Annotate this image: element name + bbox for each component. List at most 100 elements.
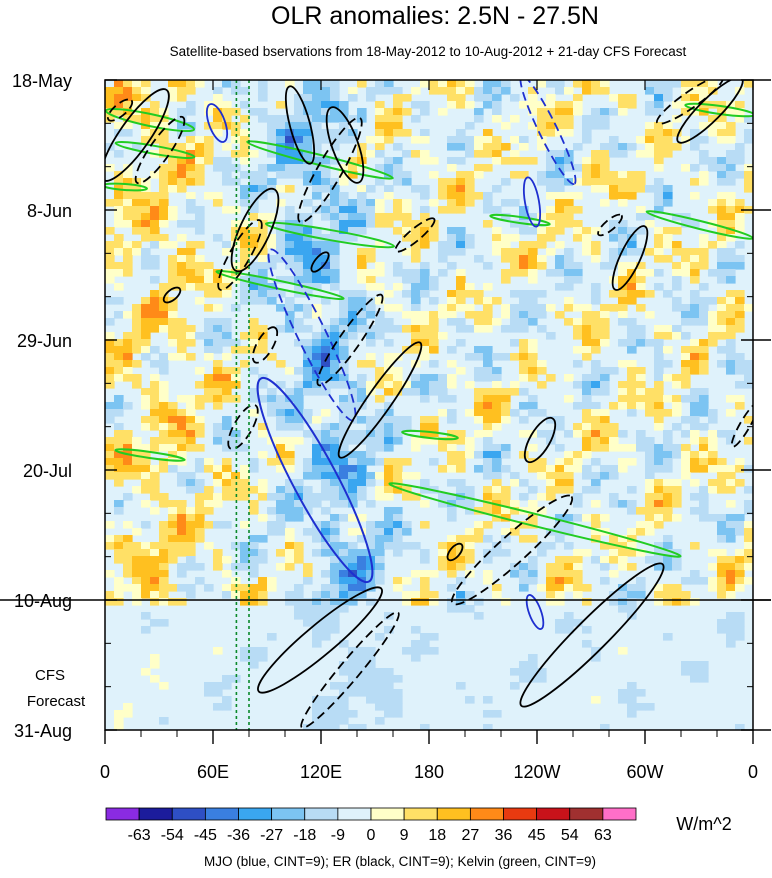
anomaly-cell [672,283,682,291]
anomaly-cell [735,528,745,536]
anomaly-cell [303,304,313,312]
anomaly-cell [384,542,394,550]
anomaly-cell [132,101,142,109]
anomaly-cell [285,185,295,193]
anomaly-cell [366,521,376,529]
anomaly-cell [375,570,385,578]
anomaly-cell [555,486,565,494]
anomaly-cell [222,591,232,599]
anomaly-cell [582,115,592,123]
colorbar-label: 63 [594,827,612,844]
anomaly-cell [618,696,628,704]
colorbar-label: -45 [194,827,217,844]
anomaly-cell [474,346,484,354]
anomaly-cell [348,234,358,242]
anomaly-cell [240,346,250,354]
anomaly-cell [726,472,736,480]
anomaly-cell [276,325,286,333]
anomaly-cell [366,87,376,95]
anomaly-cell [114,535,124,543]
anomaly-cell [384,423,394,431]
anomaly-cell [663,437,673,445]
anomaly-cell [177,353,187,361]
anomaly-cell [339,192,349,200]
anomaly-cell [177,283,187,291]
anomaly-cell [492,87,502,95]
anomaly-cell [591,255,601,263]
anomaly-cell [150,346,160,354]
anomaly-cell [114,108,124,116]
anomaly-cell [123,367,133,375]
anomaly-cell [474,416,484,424]
anomaly-cell [330,283,340,291]
anomaly-cell [618,227,628,235]
anomaly-cell [267,507,277,515]
anomaly-cell [681,164,691,172]
anomaly-cell [744,136,753,144]
anomaly-cell [375,206,385,214]
anomaly-cell [591,514,601,522]
anomaly-cell [573,108,583,116]
kelvin-contour [114,448,186,462]
anomaly-cell [690,542,700,550]
anomaly-cell [591,647,601,655]
anomaly-cell [357,276,367,284]
anomaly-cell [483,521,493,529]
anomaly-cell [114,122,124,130]
anomaly-cell [609,255,619,263]
anomaly-cell [321,178,331,186]
anomaly-cell [330,556,340,564]
anomaly-cell [312,192,322,200]
anomaly-cell [123,248,133,256]
anomaly-cell [492,395,502,403]
anomaly-cell [195,241,205,249]
anomaly-cell [105,451,115,459]
anomaly-cell [123,353,133,361]
anomaly-cell [681,661,691,669]
anomaly-cell [618,276,628,284]
anomaly-cell [303,220,313,228]
mjo-contour [256,376,374,584]
anomaly-cell [654,199,664,207]
anomaly-cell [717,549,727,557]
anomaly-cell [519,493,529,501]
anomaly-cell [492,423,502,431]
anomaly-cell [483,395,493,403]
anomaly-cell [303,577,313,585]
anomaly-cell [483,423,493,431]
anomaly-cell [735,290,745,298]
anomaly-cell [438,549,448,557]
anomaly-cell [726,136,736,144]
er-contour [105,88,170,182]
anomaly-cell [168,276,178,284]
anomaly-cell [258,325,268,333]
anomaly-cell [321,94,331,102]
anomaly-cell [519,675,529,683]
anomaly-cell [717,101,727,109]
anomaly-cell [564,157,574,165]
anomaly-cell [249,500,259,508]
anomaly-cell [708,437,718,445]
anomaly-cell [483,507,493,515]
anomaly-cell [276,276,286,284]
anomaly-cell [654,129,664,137]
anomaly-cell [375,556,385,564]
anomaly-cell [168,458,178,466]
anomaly-cell [438,493,448,501]
anomaly-cell [312,549,322,557]
anomaly-cell [213,360,223,368]
anomaly-cell [447,493,457,501]
anomaly-cell [393,164,403,172]
anomaly-cell [609,591,619,599]
anomaly-cell [429,591,439,599]
anomaly-cell [132,143,142,151]
anomaly-cell [456,325,466,333]
anomaly-cell [672,325,682,333]
anomaly-cell [213,199,223,207]
anomaly-cell [528,290,538,298]
anomaly-cell [501,444,511,452]
anomaly-cell [609,192,619,200]
anomaly-cell [312,388,322,396]
colorbar-swatch [469,807,504,821]
colorbar-label: -36 [227,827,250,844]
